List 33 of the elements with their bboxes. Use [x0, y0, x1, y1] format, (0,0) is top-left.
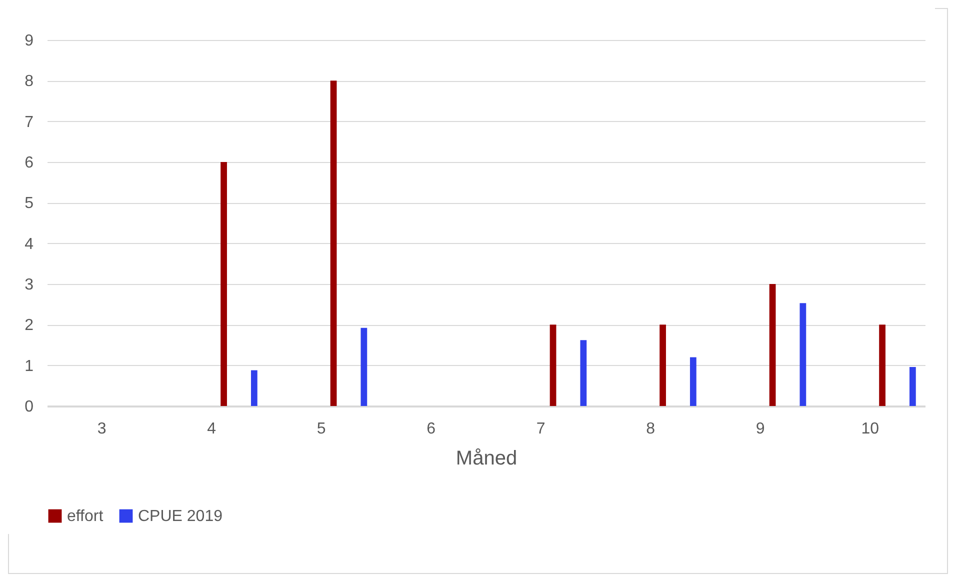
bar [909, 366, 916, 406]
y-tick-label: 0 [24, 398, 34, 416]
y-tick-label: 5 [24, 195, 34, 212]
bar [800, 303, 806, 406]
bar [330, 80, 337, 406]
x-tick-label: 10 [861, 420, 880, 438]
bar [220, 162, 227, 406]
x-axis-title: Måned [456, 448, 518, 470]
x-tick-label: 5 [316, 420, 326, 438]
bar [879, 324, 886, 406]
x-tick-label: 7 [536, 420, 546, 438]
bar [550, 324, 556, 406]
y-tick-label: 3 [24, 276, 34, 294]
x-tick-label: 9 [756, 420, 765, 438]
y-tick-label: 2 [24, 317, 34, 334]
y-tick-label: 1 [24, 358, 34, 375]
x-tick-label: 3 [97, 420, 106, 438]
y-tick-label: 6 [24, 154, 34, 172]
bar [580, 340, 587, 406]
bar [360, 328, 368, 406]
y-tick-label: 8 [24, 73, 34, 90]
bar [660, 324, 666, 406]
bar [690, 357, 696, 406]
legend-label: CPUE 2019 [138, 508, 223, 525]
y-tick-label: 4 [24, 236, 34, 253]
bar [769, 284, 776, 406]
x-tick-label: 6 [426, 420, 436, 438]
bar [250, 370, 258, 406]
x-tick-label: 8 [646, 420, 656, 438]
x-tick-label: 4 [207, 420, 216, 438]
y-tick-label: 7 [24, 114, 34, 131]
y-tick-label: 9 [24, 32, 34, 50]
legend-label: effort [67, 508, 104, 525]
